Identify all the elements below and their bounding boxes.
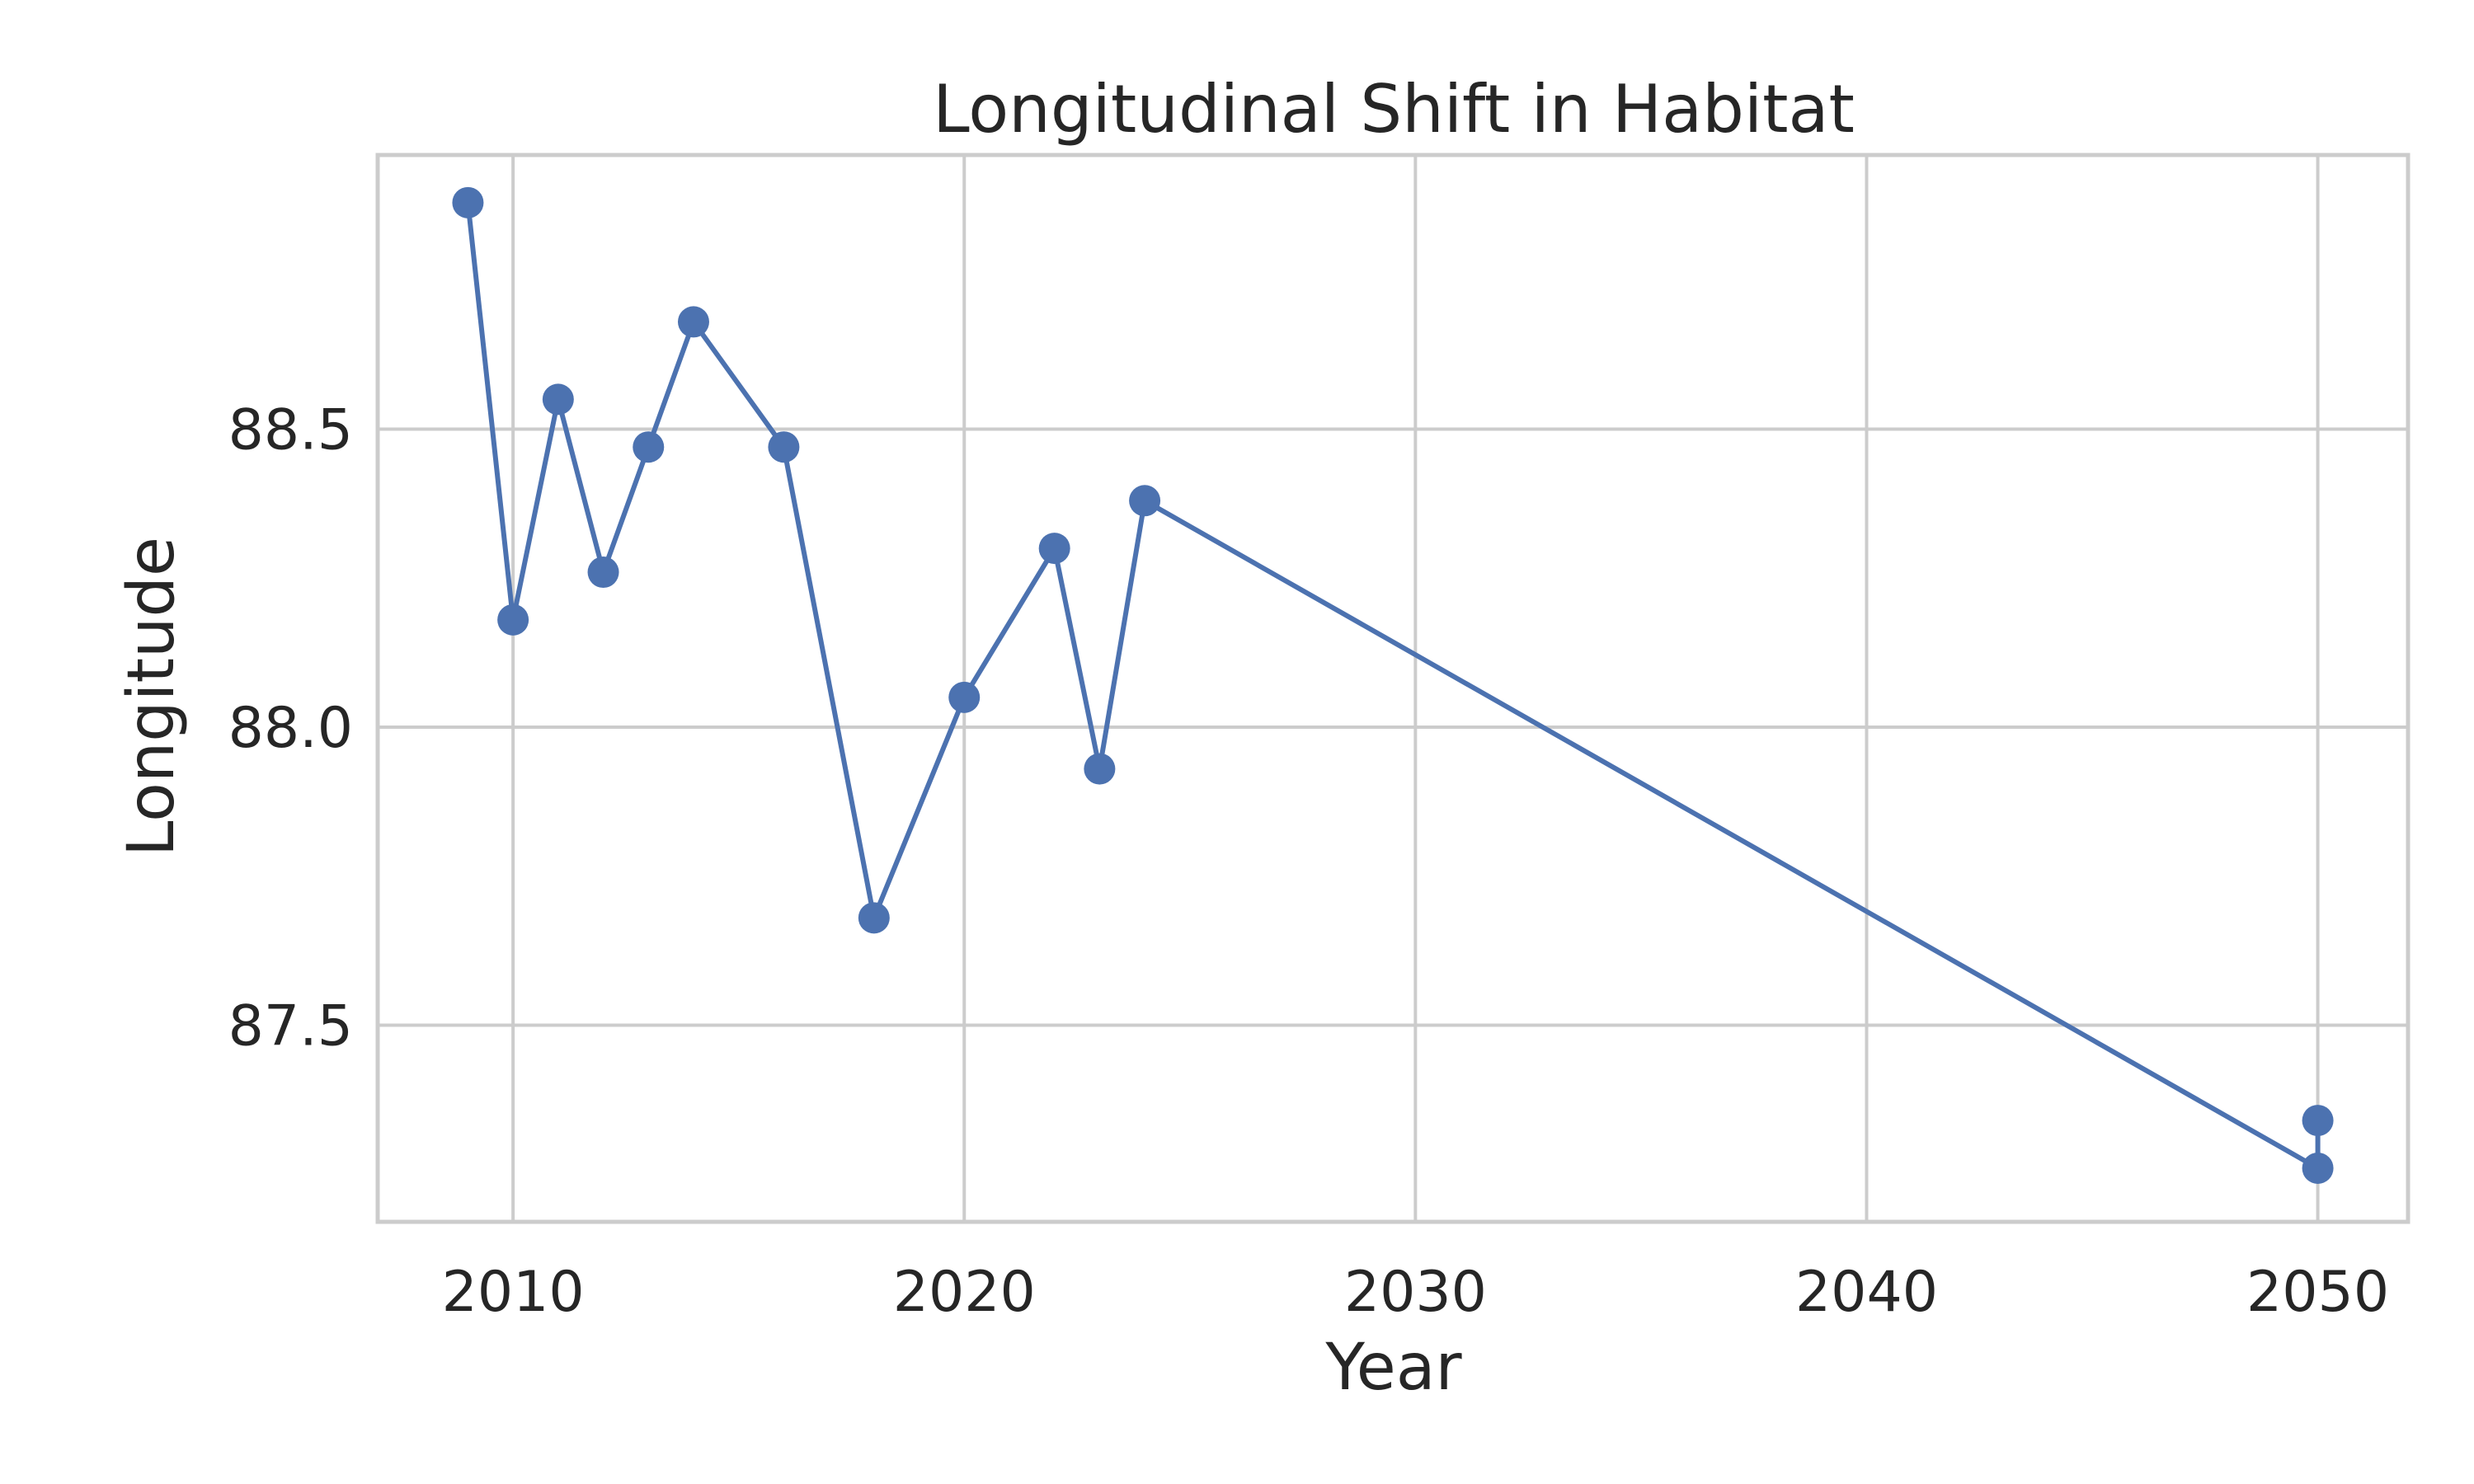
y-tick-label: 87.5 [228,993,353,1059]
x-tick-label: 2030 [1344,1260,1487,1325]
x-axis-label: Year [1324,1331,1462,1405]
tick-labels: 2010 2020 2030 2040 2050 87.5 88.0 88.5 [228,398,2390,1325]
data-point [2302,1105,2334,1137]
data-point [452,186,484,218]
x-tick-label: 2020 [893,1260,1036,1325]
data-point [587,556,619,589]
data-point [633,431,665,463]
y-tick-label: 88.5 [228,398,353,463]
data-point [1038,533,1070,565]
data-point [2302,1152,2334,1184]
grid-lines [378,155,2408,1222]
data-point [768,431,800,463]
data-point [497,603,529,636]
x-tick-label: 2050 [2246,1260,2389,1325]
series-line [465,202,2321,1171]
y-tick-label: 88.0 [228,696,353,761]
plot-frame [375,153,2411,1224]
data-point [1129,485,1161,517]
data-point [1084,753,1116,785]
y-axis-label: Longitude [115,537,189,857]
x-tick-label: 2040 [1795,1260,1938,1325]
x-tick-label: 2010 [442,1260,585,1325]
data-point [677,306,709,338]
series-layer [452,186,2334,1184]
data-point [542,383,574,416]
data-point [948,681,981,713]
chart-title: Longitudinal Shift in Habitat [933,71,1855,148]
data-point [858,902,890,934]
